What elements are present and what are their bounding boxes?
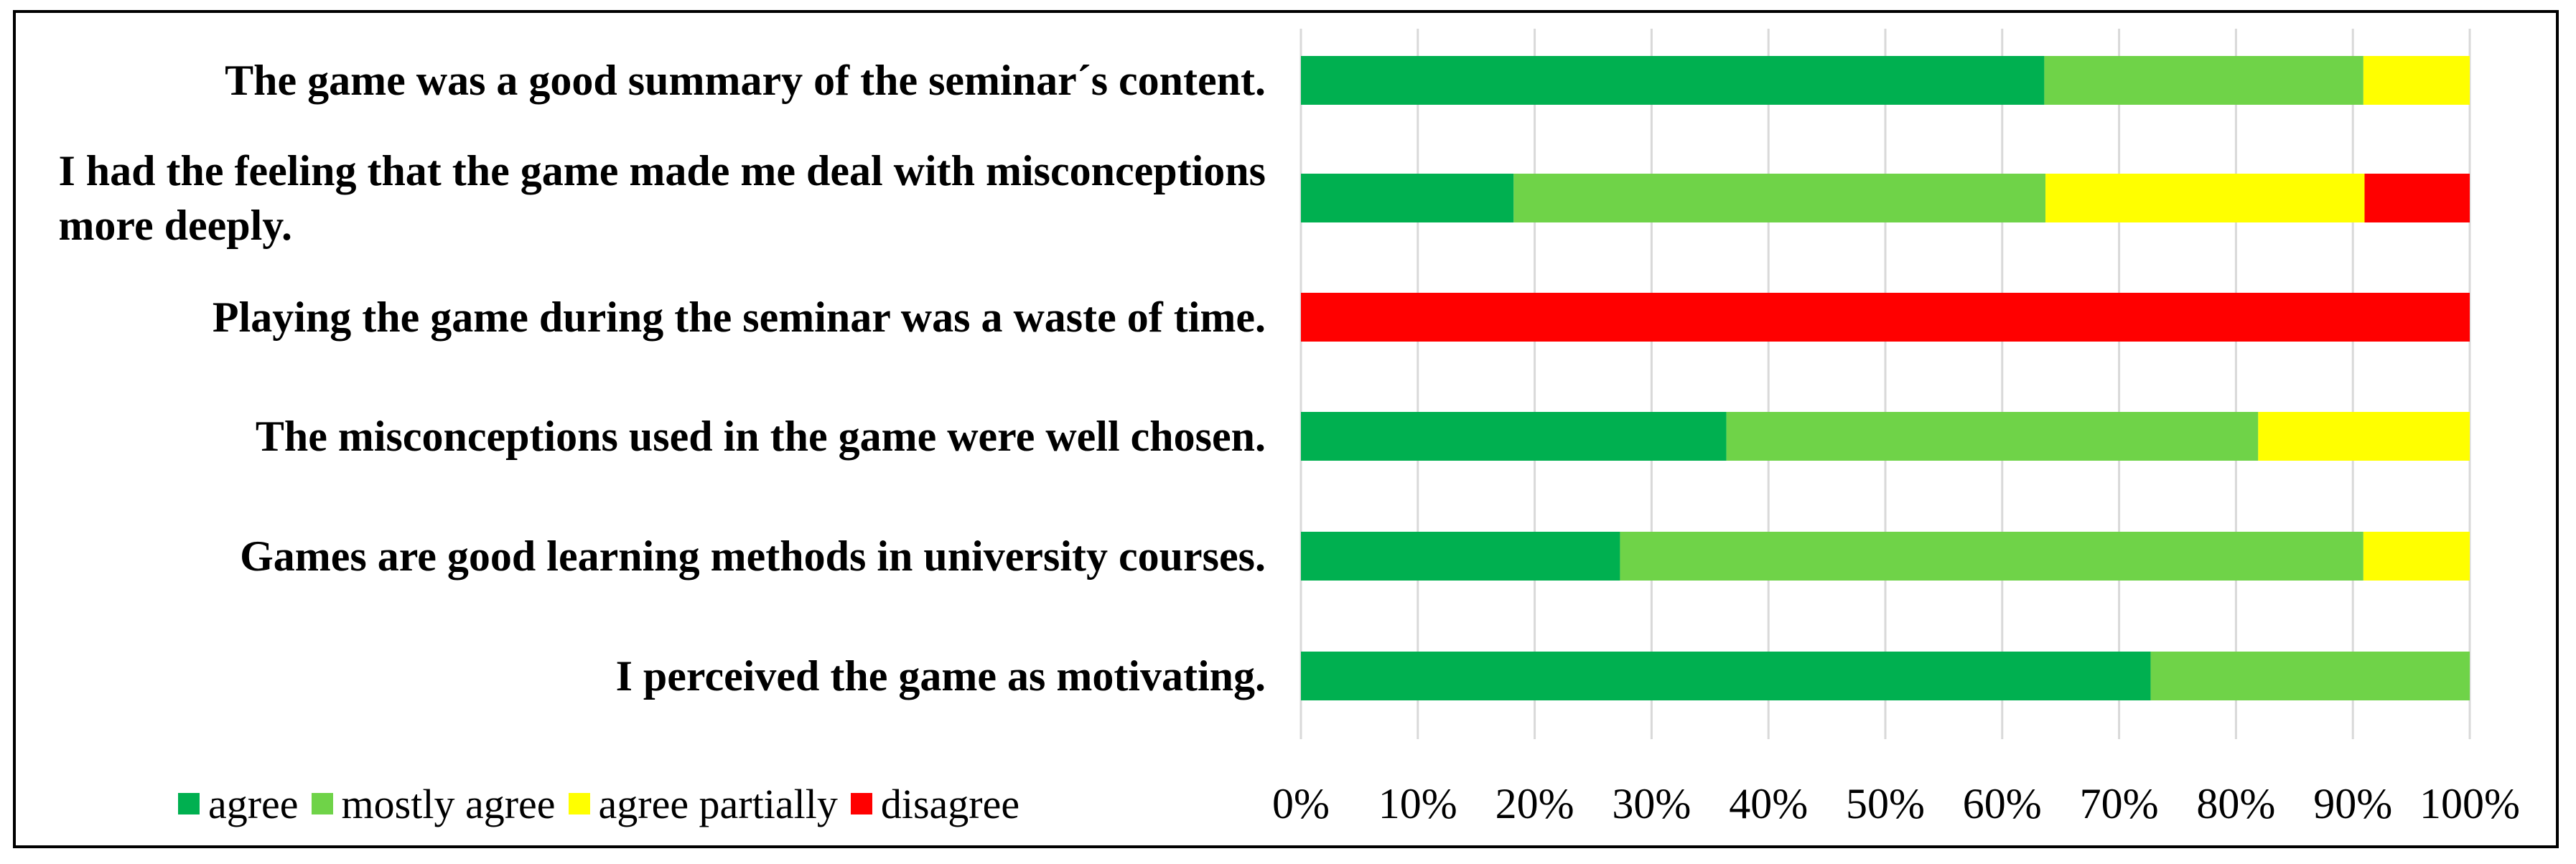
bar-segment-mostly-agree: [1620, 532, 2363, 581]
x-tick-label: 40%: [1729, 780, 1808, 827]
bar-segment-agree: [1301, 532, 1620, 581]
x-tick-label: 50%: [1846, 780, 1925, 827]
bar-segment-agree-partially: [2363, 56, 2470, 105]
bar-segment-mostly-agree: [2150, 652, 2470, 700]
category-label: The misconceptions used in the game were…: [256, 409, 1266, 464]
x-tick-label: 10%: [1378, 780, 1457, 827]
bar-segment-disagree: [2364, 174, 2470, 222]
x-tick-label: 80%: [2196, 780, 2275, 827]
legend-item: agree: [178, 780, 299, 828]
category-label-line: I had the feeling that the game made me …: [58, 147, 1266, 194]
category-label: Playing the game during the seminar was …: [213, 290, 1266, 344]
legend-item: disagree: [850, 780, 1020, 828]
bar-segment-agree-partially: [2363, 532, 2470, 581]
bar-segment-agree: [1301, 174, 1514, 222]
bar-segment-disagree: [1301, 293, 2470, 342]
category-label-line: more deeply.: [58, 202, 292, 249]
bar-segment-agree-partially: [2258, 412, 2470, 461]
category-label: Games are good learning methods in unive…: [240, 529, 1266, 583]
category-label: The game was a good summary of the semin…: [225, 53, 1266, 108]
category-label: I had the feeling that the game made me …: [58, 144, 1266, 253]
bar-segment-agree: [1301, 652, 2151, 700]
legend-label: agree: [208, 780, 299, 827]
x-tick-label: 60%: [1963, 780, 2042, 827]
chart-legend: agree mostly agree agree partially disagree: [178, 779, 1032, 829]
x-tick-label: 90%: [2313, 780, 2392, 827]
bar-segment-mostly-agree: [1726, 412, 2259, 461]
x-tick-label: 0%: [1272, 780, 1330, 827]
bar-segment-mostly-agree: [2044, 56, 2363, 105]
legend-swatch: [850, 793, 872, 814]
legend-swatch: [568, 793, 590, 814]
legend-swatch: [311, 793, 333, 814]
legend-item: mostly agree: [311, 780, 556, 828]
category-label-line: I perceived the game as motivating.: [615, 652, 1266, 700]
bar-segment-mostly-agree: [1513, 174, 2046, 222]
x-tick-label: 70%: [2080, 780, 2159, 827]
x-tick-label: 100%: [2419, 780, 2520, 827]
bar-segment-agree: [1301, 56, 2045, 105]
category-label-line: Games are good learning methods in unive…: [240, 532, 1266, 580]
category-label-line: Playing the game during the seminar was …: [212, 294, 1266, 341]
legend-label: disagree: [880, 780, 1020, 827]
legend-item: agree partially: [568, 780, 838, 828]
category-label-line: The misconceptions used in the game were…: [255, 413, 1266, 460]
bar-segment-agree-partially: [2045, 174, 2365, 222]
x-tick-label: 20%: [1495, 780, 1574, 827]
bar-segment-agree: [1301, 412, 1727, 461]
legend-swatch: [178, 793, 200, 814]
category-label: I perceived the game as motivating.: [616, 649, 1266, 703]
legend-label: agree partially: [598, 780, 838, 827]
legend-label: mostly agree: [341, 780, 556, 827]
category-label-line: The game was a good summary of the semin…: [225, 57, 1266, 104]
x-tick-label: 30%: [1612, 780, 1691, 827]
